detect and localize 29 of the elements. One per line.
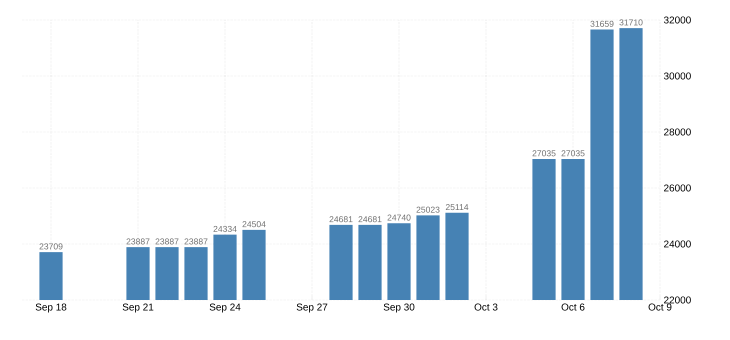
data-label: 31659 xyxy=(590,20,614,27)
y-tick-label: 22000 xyxy=(664,296,691,304)
data-label: 24681 xyxy=(330,216,352,222)
x-tick-label: Oct 9 xyxy=(648,304,672,311)
data-label: 23709 xyxy=(40,243,63,250)
data-label: 27035 xyxy=(562,150,585,156)
data-label: 23887 xyxy=(126,238,150,244)
data-label: 24681 xyxy=(358,216,382,222)
x-tick-label: Sep 21 xyxy=(122,304,154,313)
data-label: 24504 xyxy=(242,221,266,228)
data-label: 31710 xyxy=(619,19,643,26)
x-tick-label: Oct 3 xyxy=(474,304,498,311)
y-tick-label: 30000 xyxy=(664,72,691,80)
x-tick-label: Sep 27 xyxy=(296,304,328,313)
x-tick-label: Sep 18 xyxy=(36,304,66,313)
data-label: 27035 xyxy=(532,150,556,156)
data-label: 25114 xyxy=(446,204,468,210)
y-tick-label: 32000 xyxy=(664,16,691,24)
data-label: 23887 xyxy=(156,238,178,244)
data-label: 23887 xyxy=(184,238,208,244)
data-label: 24740 xyxy=(388,214,411,221)
data-label: 24334 xyxy=(214,226,237,232)
x-tick-label: Sep 24 xyxy=(210,304,240,313)
y-tick-label: 28000 xyxy=(664,128,691,136)
data-label: 25023 xyxy=(416,206,440,213)
y-tick-label: 26000 xyxy=(664,184,691,192)
x-tick-label: Oct 6 xyxy=(562,304,584,311)
y-tick-label: 24000 xyxy=(664,240,691,248)
x-tick-label: Sep 30 xyxy=(384,304,414,313)
